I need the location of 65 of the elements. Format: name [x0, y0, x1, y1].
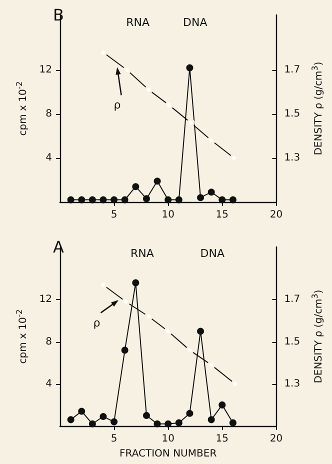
point: [100, 196, 107, 204]
y2-tick-label: 1.5: [284, 108, 300, 120]
point: [164, 420, 172, 428]
point: [186, 64, 194, 72]
point: [67, 196, 74, 204]
chart-title: A: [53, 238, 64, 256]
x-tick-label: 20: [270, 434, 283, 444]
y-axis-title: cpm x 10-2: [14, 81, 29, 136]
annotation: ρ: [93, 316, 100, 330]
y2-axis-title: DENSITY ρ (g/cm3): [310, 62, 324, 156]
y2-axis-title: DENSITY ρ (g/cm3): [310, 290, 324, 384]
point: [218, 401, 226, 408]
x-tick-label: 10: [162, 434, 174, 444]
x-tick-label: 20: [270, 210, 283, 220]
point: [132, 183, 140, 190]
y2-tick-label: 1.5: [284, 336, 300, 348]
point: [218, 196, 226, 204]
point: [100, 413, 107, 420]
y-axis-title: cpm x 10-2: [14, 309, 29, 364]
point: [142, 195, 150, 202]
x-tick-label: 5: [110, 434, 118, 444]
y-tick-label: 4: [46, 152, 52, 164]
x-tick-label: 15: [216, 434, 229, 444]
point: [229, 419, 236, 426]
point: [197, 328, 204, 335]
y2-tick-label: 1.3: [284, 378, 300, 390]
annotation: RNA: [130, 246, 154, 260]
point: [110, 418, 118, 426]
point: [121, 196, 128, 204]
point: [154, 420, 161, 428]
point: [164, 196, 172, 204]
y-tick-label: 12: [39, 294, 52, 306]
chart-title: B: [53, 6, 64, 24]
x-tick-label: 10: [162, 210, 174, 220]
point: [175, 196, 182, 204]
point: [186, 410, 194, 417]
y-tick-label: 12: [39, 64, 52, 76]
y2-tick-label: 1.3: [284, 152, 300, 164]
point: [229, 196, 236, 204]
y2-tick-label: 1.7: [284, 294, 300, 306]
x-tick-label: 15: [216, 210, 229, 220]
x-tick-label: 5: [110, 210, 118, 220]
point: [78, 408, 86, 415]
point: [78, 196, 86, 204]
point: [88, 420, 96, 428]
point: [67, 416, 74, 424]
point: [132, 279, 140, 286]
point: [175, 419, 182, 426]
point: [154, 178, 161, 185]
y-tick-label: 8: [46, 336, 52, 348]
annotation: DNA: [200, 246, 225, 260]
annotation: ρ: [114, 98, 121, 112]
point: [110, 196, 118, 204]
y-tick-label: 4: [46, 378, 52, 390]
point: [121, 346, 128, 354]
point: [208, 416, 215, 424]
point: [88, 196, 96, 204]
point: [197, 194, 204, 202]
annotation: DNA: [183, 16, 208, 30]
y2-tick-label: 1.7: [284, 64, 300, 76]
point: [208, 188, 215, 196]
annotation: RNA: [126, 16, 150, 30]
x-axis-title: FRACTION NUMBER: [120, 448, 217, 460]
point: [142, 412, 150, 419]
y-tick-label: 8: [46, 108, 52, 120]
